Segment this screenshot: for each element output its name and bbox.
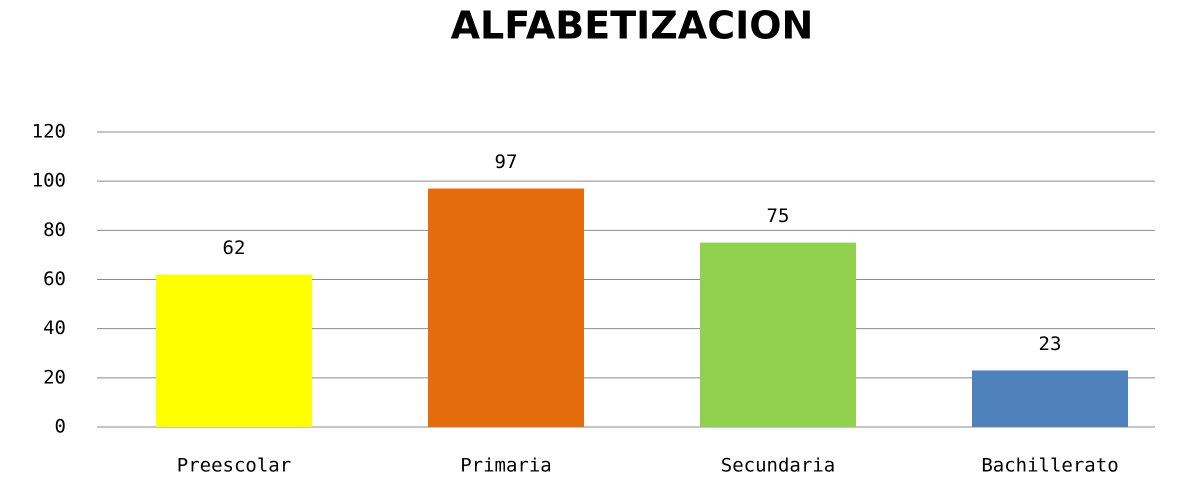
y-tick-label: 40: [43, 317, 66, 339]
y-tick-label: 120: [32, 121, 66, 143]
bar: [700, 242, 856, 427]
data-label: 97: [495, 151, 518, 173]
data-label: 23: [1039, 333, 1062, 355]
data-label: 75: [767, 205, 790, 227]
y-tick-label: 60: [43, 268, 66, 290]
bar: [972, 370, 1128, 427]
bar: [428, 188, 584, 427]
x-tick-label: Preescolar: [177, 455, 291, 477]
x-tick-label: Bachillerato: [981, 455, 1118, 477]
chart-title: ALFABETIZACION: [451, 4, 814, 48]
x-tick-label: Secundaria: [721, 455, 835, 477]
y-tick-label: 20: [43, 366, 66, 388]
y-tick-label: 0: [55, 416, 66, 438]
bar: [156, 274, 312, 427]
y-tick-label: 100: [32, 170, 66, 192]
data-label: 62: [223, 237, 246, 259]
y-tick-label: 80: [43, 219, 66, 241]
x-tick-label: Primaria: [460, 455, 552, 477]
